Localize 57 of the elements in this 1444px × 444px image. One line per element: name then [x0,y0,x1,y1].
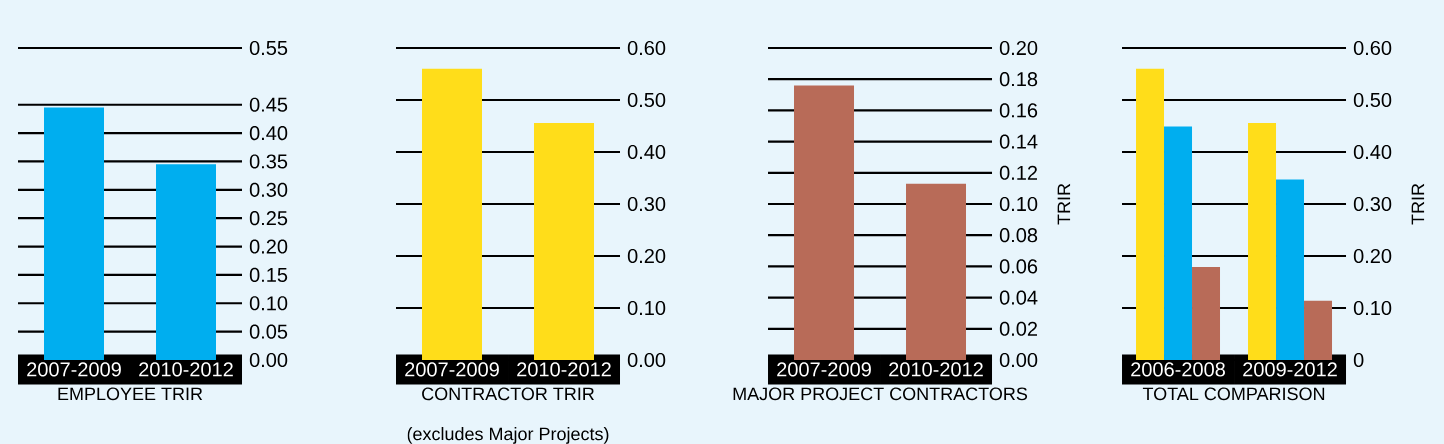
y-axis-title: TRIR [1057,183,1071,225]
y-tick-label: 0.55 [249,40,288,56]
y-tick-label: 0.30 [1353,196,1392,212]
y-tick-label: 0.10 [1353,300,1392,316]
x-tick-label: 2007-2009 [777,362,871,377]
y-tick-label: 0.40 [1353,144,1392,160]
x-axis-title: MAJOR PROJECT CONTRACTORS [733,387,1028,401]
bar [1276,179,1305,360]
y-tick-label: 0.04 [999,290,1038,305]
x-axis-title: CONTRACTOR TRIR [422,387,594,401]
x-tick-label: 2010-2012 [889,362,983,377]
y-axis-title: TRIR [1411,183,1425,225]
x-tick-label: 2009-2012 [1243,362,1337,377]
y-tick-label: 0.00 [999,352,1038,368]
y-tick-label: 0 [1353,352,1364,368]
y-tick-label: 0.25 [249,211,288,226]
y-tick-label: 0.40 [249,126,288,141]
y-tick-label: 0.20 [999,40,1038,56]
y-tick-label: 0.14 [999,134,1038,149]
y-tick-label: 0.05 [249,324,288,339]
y-tick-label: 0.50 [1353,92,1392,108]
x-tick-label: 2006-2008 [1131,362,1225,377]
x-tick-label: 2010-2012 [517,362,611,377]
x-tick-label: 2007-2009 [405,362,499,377]
y-tick-label: 0.15 [249,267,288,282]
y-tick-label: 0.06 [999,259,1038,274]
y-tick-label: 0.40 [627,144,666,160]
y-tick-label: 0.08 [999,228,1038,243]
y-tick-label: 0.00 [249,352,288,368]
x-tick-label: 2010-2012 [139,362,233,377]
y-tick-label: 0.20 [249,239,288,254]
y-tick-label: 0.35 [249,154,288,169]
y-tick-label: 0.20 [1353,248,1392,264]
y-tick-label: 0.60 [627,40,666,56]
bar [1164,126,1193,360]
y-tick-label: 0.18 [999,72,1038,87]
x-tick-label: 2007-2009 [27,362,121,377]
y-tick-label: 0.10 [249,296,288,311]
y-tick-label: 0.12 [999,165,1038,180]
x-axis-title: TOTAL COMPARISON [1142,387,1325,401]
y-tick-label: 0.30 [627,196,666,212]
bar [1304,300,1333,360]
y-tick-label: 0.30 [249,182,288,197]
text: (excludes Major Projects) [407,427,609,444]
bar [1248,122,1277,360]
y-tick-label: 0.20 [627,248,666,264]
y-tick-label: 0.16 [999,103,1038,118]
y-tick-label: 0.02 [999,321,1038,336]
bar [1136,68,1165,360]
bar [1192,266,1221,360]
y-tick-label: 0.10 [999,196,1038,212]
y-tick-label: 0.45 [249,97,288,112]
x-axis-title: EMPLOYEE TRIR [58,387,203,401]
y-tick-label: 0.50 [627,92,666,108]
y-tick-label: 0.10 [627,300,666,316]
y-tick-label: 0.60 [1353,40,1392,56]
y-tick-label: 0.00 [627,352,666,368]
